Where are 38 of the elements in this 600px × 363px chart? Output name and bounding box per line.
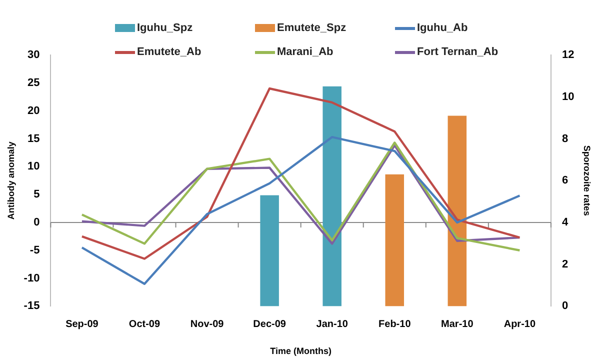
y-tick-label: 0 [34, 216, 40, 228]
bar [322, 86, 342, 306]
x-tick-label: Apr-10 [504, 318, 536, 330]
y2-tick-label: 6 [562, 174, 568, 187]
y2-tick-label: 12 [562, 49, 574, 62]
y-tick-label: -15 [24, 300, 40, 312]
y-tick-label: -10 [24, 272, 40, 284]
y-axis-title: Antibody anomaly [6, 142, 16, 220]
legend-label: Emutete_Ab [137, 46, 202, 58]
y-tick-label: 15 [27, 132, 40, 145]
x-axis-title: Time (Months) [270, 346, 332, 356]
x-tick-label: Sep-09 [66, 318, 99, 330]
y-tick-label: 20 [27, 104, 40, 117]
legend-label: Iguhu_Spz [137, 22, 193, 34]
x-tick-label: Mar-10 [441, 318, 474, 330]
y-tick-label: 5 [34, 188, 40, 201]
legend-label: Fort Ternan_Ab [417, 46, 498, 58]
y2-axis-title: Sporozoite rates [582, 145, 592, 216]
legend-label: Marani_Ab [277, 46, 334, 58]
x-tick-label: Oct-09 [128, 318, 160, 330]
y2-tick-label: 10 [562, 90, 574, 103]
y-tick-label: 10 [27, 160, 40, 173]
legend-label: Iguhu_Ab [417, 22, 468, 34]
y2-tick-label: 4 [562, 216, 569, 228]
y-tick-label: 30 [27, 49, 40, 62]
y-tick-label: 25 [27, 76, 40, 89]
legend-label: Emutete_Spz [277, 22, 346, 34]
y2-tick-label: 8 [562, 132, 568, 145]
y-tick-label: -5 [30, 244, 40, 256]
bar [260, 195, 279, 306]
x-tick-label: Nov-09 [190, 318, 224, 330]
x-tick-label: Dec-09 [253, 318, 286, 330]
bar [385, 174, 404, 306]
x-tick-label: Feb-10 [378, 318, 412, 330]
y2-tick-label: 0 [562, 300, 568, 312]
y2-tick-label: 2 [562, 258, 568, 270]
x-tick-label: Jan-10 [316, 318, 348, 330]
bar [448, 116, 467, 306]
